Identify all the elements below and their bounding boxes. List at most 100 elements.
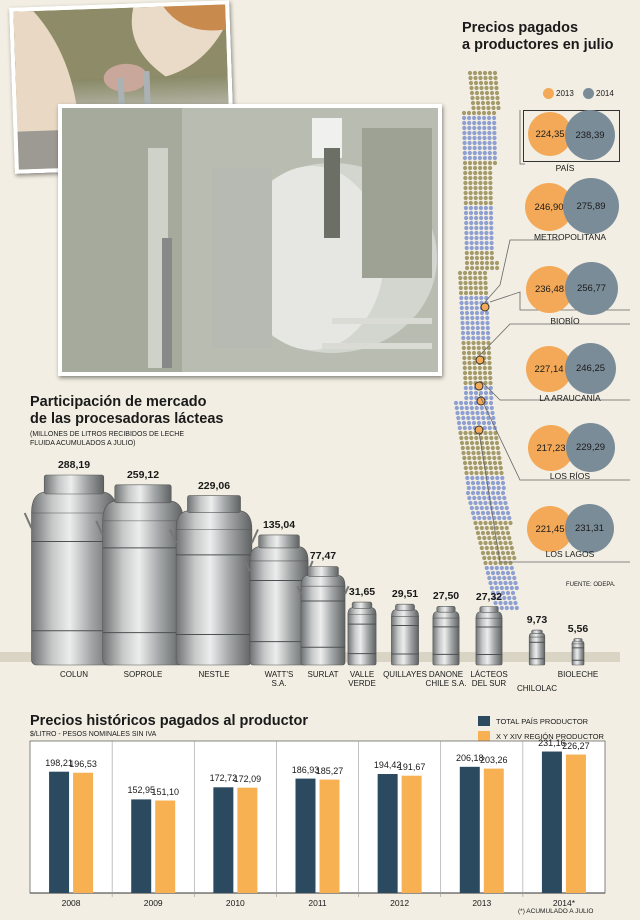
map-dot (490, 410, 495, 416)
map-dot (459, 305, 464, 311)
map-dot (469, 435, 474, 441)
map-dot (463, 430, 468, 436)
map-dot (495, 265, 500, 271)
map-dot (478, 520, 483, 526)
map-dot (487, 365, 492, 371)
araucania-2014-circle: 246,25 (565, 343, 616, 394)
map-dot (483, 175, 488, 181)
map-dot (483, 500, 488, 506)
map-dot (467, 125, 472, 131)
map-dot (493, 600, 498, 606)
map-dot (508, 540, 513, 546)
map-dot (483, 280, 488, 286)
map-dot (470, 330, 476, 336)
map-dot (475, 480, 481, 486)
map-dot (487, 150, 492, 156)
map-dot (482, 120, 487, 126)
map-dot (474, 260, 480, 266)
map-dot (475, 95, 480, 101)
map-dot (468, 200, 473, 206)
map-dot (474, 235, 479, 241)
map-dot (468, 430, 473, 436)
map-dot (479, 260, 485, 266)
year-label: 2010 (225, 898, 245, 908)
map-dot (462, 140, 467, 146)
map-dot (492, 150, 497, 156)
map-dot (465, 330, 471, 336)
map-dot (461, 340, 466, 346)
map-dot (465, 315, 470, 321)
map-dot (503, 600, 508, 606)
map-dot (473, 520, 478, 526)
map-dot (500, 490, 506, 496)
map-dot (472, 115, 477, 121)
map-dot (464, 245, 469, 251)
map-dot (498, 465, 503, 471)
can-category-label: LÁCTEOS DEL SUR (458, 670, 520, 688)
map-dot (478, 185, 483, 191)
map-dot (483, 205, 488, 211)
map-dot (509, 565, 514, 571)
map-dot (483, 290, 489, 296)
milk-can (475, 606, 503, 666)
map-dot (469, 255, 474, 261)
map-dot (488, 520, 493, 526)
map-dot (485, 510, 491, 516)
map-dot (469, 295, 474, 301)
map-dot (504, 545, 509, 551)
map-dot (479, 230, 484, 236)
map-dot (482, 130, 487, 136)
map-dot (512, 595, 517, 601)
map-dot (500, 475, 505, 481)
map-dot (456, 420, 462, 426)
map-dot (468, 205, 473, 211)
map-dot (473, 75, 478, 81)
bar-region-value: 151,10 (151, 786, 179, 797)
map-dot (483, 210, 489, 216)
map-dot (465, 410, 470, 416)
can-category-line: LÁCTEOS (470, 670, 508, 679)
map-dot (487, 155, 492, 161)
map-dot (464, 310, 470, 316)
map-dot (477, 460, 483, 466)
map-dot (467, 425, 472, 431)
milk-can (571, 638, 585, 666)
map-dot (502, 515, 507, 521)
map-dot (463, 280, 468, 286)
map-dot (480, 330, 486, 336)
map-dot (487, 120, 492, 126)
map-dot (479, 240, 484, 246)
map-dot (473, 285, 478, 291)
map-dot (468, 175, 473, 181)
can-category-line: S.A. (271, 679, 287, 688)
map-dot (488, 170, 493, 176)
map-dot (469, 505, 474, 511)
map-dot (476, 110, 482, 116)
map-dot (465, 445, 470, 451)
pais-box (523, 110, 620, 162)
map-dot (486, 420, 492, 426)
milk-can-lid (187, 495, 241, 513)
map-dot (490, 530, 496, 536)
map-dot (465, 480, 471, 486)
can-category-label: SOPROLE (112, 670, 174, 679)
map-dot (461, 420, 467, 426)
can-value-label: 135,04 (262, 518, 296, 531)
map-dot (478, 165, 483, 171)
map-dot (461, 450, 466, 456)
map-dot (502, 555, 507, 561)
map-dot (478, 190, 483, 196)
map-dot (484, 235, 489, 241)
map-dot (477, 535, 482, 541)
map-dot (482, 535, 487, 541)
map-dot (502, 595, 507, 601)
map-dot (472, 155, 477, 161)
map-dot (472, 360, 477, 366)
map-dot (494, 260, 500, 266)
map-dot (466, 345, 471, 351)
map-dot (478, 175, 483, 181)
map-dot (480, 510, 486, 516)
year-label: 2008 (61, 898, 81, 908)
milk-can-lid (307, 566, 339, 577)
map-dot (468, 400, 474, 406)
